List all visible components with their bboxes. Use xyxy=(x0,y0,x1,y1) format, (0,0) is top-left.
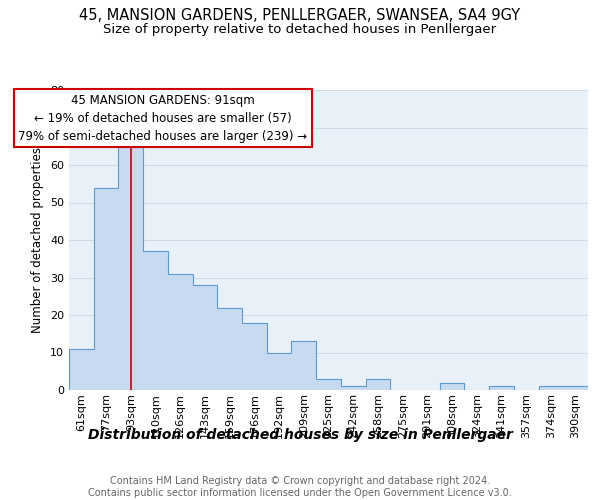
Text: 45, MANSION GARDENS, PENLLERGAER, SWANSEA, SA4 9GY: 45, MANSION GARDENS, PENLLERGAER, SWANSE… xyxy=(79,8,521,22)
Y-axis label: Number of detached properties: Number of detached properties xyxy=(31,147,44,333)
Text: Contains HM Land Registry data © Crown copyright and database right 2024.
Contai: Contains HM Land Registry data © Crown c… xyxy=(88,476,512,498)
Text: Size of property relative to detached houses in Penllergaer: Size of property relative to detached ho… xyxy=(103,22,497,36)
Text: 45 MANSION GARDENS: 91sqm
← 19% of detached houses are smaller (57)
79% of semi-: 45 MANSION GARDENS: 91sqm ← 19% of detac… xyxy=(19,94,307,143)
Text: Distribution of detached houses by size in Penllergaer: Distribution of detached houses by size … xyxy=(88,428,512,442)
